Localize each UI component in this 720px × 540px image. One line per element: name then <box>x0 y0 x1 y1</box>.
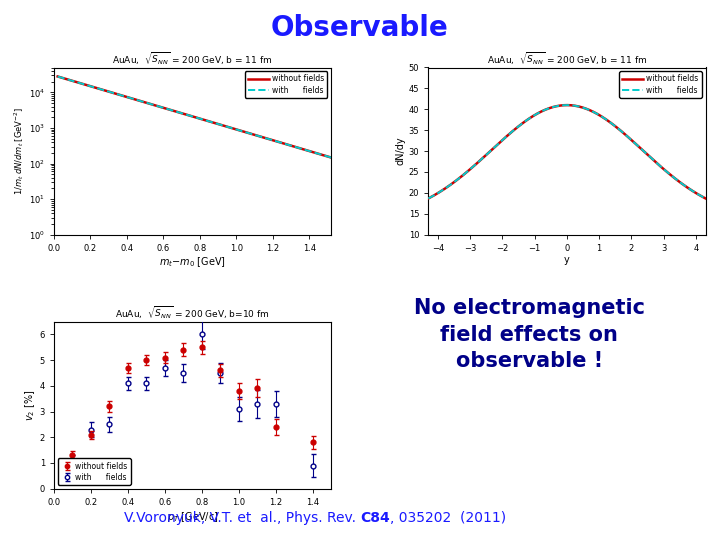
Legend: without fields, with      fields: without fields, with fields <box>245 71 328 98</box>
Legend: without fields, with      fields: without fields, with fields <box>58 458 131 485</box>
Y-axis label: $1/m_t\; dN/dm_t\; [\mathrm{GeV}^{-2}]$: $1/m_t\; dN/dm_t\; [\mathrm{GeV}^{-2}]$ <box>12 107 26 195</box>
X-axis label: $p_T$ [GeV/c]: $p_T$ [GeV/c] <box>167 510 218 523</box>
Text: No electromagnetic
field effects on
observable !: No electromagnetic field effects on obse… <box>414 299 644 371</box>
Y-axis label: $v_2$ [%]: $v_2$ [%] <box>23 389 37 421</box>
Legend: without fields, with      fields: without fields, with fields <box>619 71 702 98</box>
Title: AuAu,  $\sqrt{S_{NN}}$ = 200 GeV, b = 11 fm: AuAu, $\sqrt{S_{NN}}$ = 200 GeV, b = 11 … <box>112 51 273 66</box>
Title: AuAu,  $\sqrt{S_{NN}}$ = 200 GeV, b = 11 fm: AuAu, $\sqrt{S_{NN}}$ = 200 GeV, b = 11 … <box>487 51 647 66</box>
Text: V.Voronyuk, V.T. et  al., Phys. Rev.: V.Voronyuk, V.T. et al., Phys. Rev. <box>124 511 360 525</box>
X-axis label: $m_t$$-$$m_0$ [GeV]: $m_t$$-$$m_0$ [GeV] <box>159 255 226 269</box>
Text: , 035202  (2011): , 035202 (2011) <box>390 511 506 525</box>
Text: C84: C84 <box>360 511 390 525</box>
Text: Observable: Observable <box>271 14 449 42</box>
X-axis label: y: y <box>564 255 570 266</box>
Y-axis label: dN/dy: dN/dy <box>396 137 406 165</box>
Title: AuAu,  $\sqrt{S_{NN}}$ = 200 GeV, b=10 fm: AuAu, $\sqrt{S_{NN}}$ = 200 GeV, b=10 fm <box>115 305 270 321</box>
